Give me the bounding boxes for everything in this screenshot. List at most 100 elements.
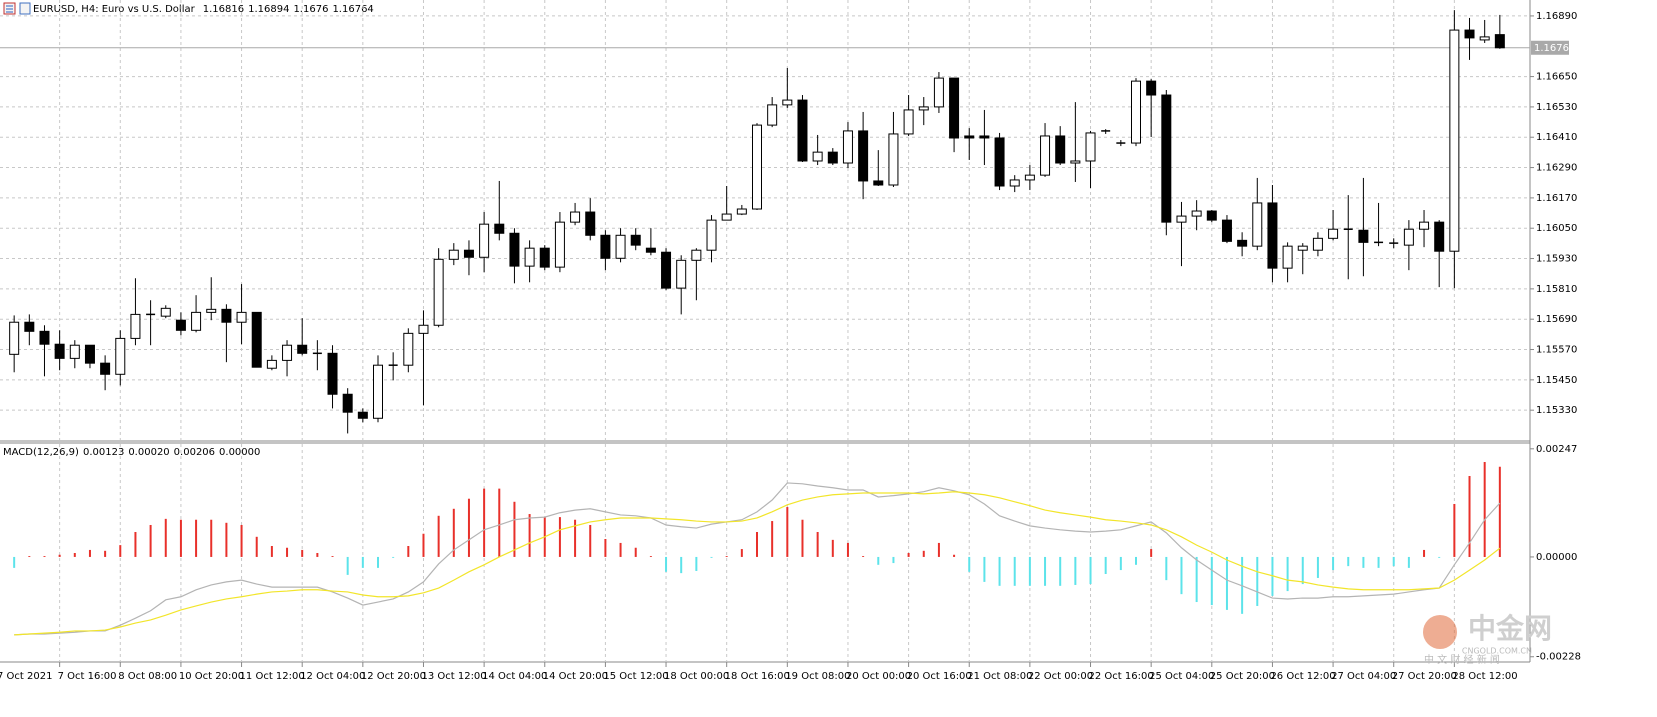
candle-body [463,249,474,258]
x-tick-label: 15 Oct 12:00 [603,671,668,682]
candle-body [888,133,899,186]
candle-body [661,251,672,289]
candle-body [509,232,520,267]
candle-body [1055,135,1066,164]
y-tick-label: 1.16410 [1536,132,1577,143]
candle-body [1267,202,1278,269]
candle-body [1252,202,1263,247]
candle-body [676,259,687,289]
candle-body [1434,221,1445,252]
low-readout: 1.1676 [293,4,328,15]
x-tick-label: 18 Oct 00:00 [664,671,729,682]
candle-body [721,213,732,221]
candle-body [1221,219,1232,242]
candle-body [403,332,414,366]
indicator-readout: 0.00020 [128,447,169,458]
x-tick-label: 8 Oct 08:00 [118,671,177,682]
watermark-brand: 中金网 [1468,612,1552,645]
candle-body [1040,135,1051,176]
x-tick-label: 22 Oct 00:00 [1028,671,1093,682]
watermark-site: CNGOLD.COM.CN [1462,647,1532,656]
y-tick-label: 1.15570 [1536,345,1577,356]
candle-body [994,137,1005,187]
x-tick-label: 11 Oct 12:00 [240,671,305,682]
candle-body [479,223,490,258]
indicator-header: MACD(12,26,9) 0.00123 0.00020 0.00206 0.0000… [3,447,260,458]
y-tick-label: 1.15330 [1536,405,1577,416]
current-price-label: 1.16764 [1534,43,1575,54]
x-tick-label: 10 Oct 20:00 [179,671,244,682]
candle-body [327,352,338,395]
x-tick-label: 19 Oct 08:00 [785,671,850,682]
candle-body [54,343,65,359]
x-tick-label: 12 Oct 04:00 [300,671,365,682]
y-tick-label: 1.15450 [1536,375,1577,386]
candle-body [1419,221,1430,230]
candle-body [175,319,186,331]
candle-body [373,364,383,419]
x-tick-label: 12 Oct 20:00 [361,671,426,682]
candle-body [1009,179,1020,187]
x-tick-label: 21 Oct 08:00 [967,671,1032,682]
x-tick-label: 22 Oct 16:00 [1089,671,1154,682]
candle-body [206,308,217,313]
x-tick-label: 27 Oct 04:00 [1331,671,1396,682]
symbol-icon [3,2,31,15]
x-tick-label: 25 Oct 20:00 [1210,671,1275,682]
candle-body [251,311,262,368]
y-tick-label: 1.15690 [1536,314,1577,325]
candle-body [1070,160,1081,164]
candle-body [903,109,914,135]
candle-body [585,211,596,236]
watermark-slogan: 中 文 财 经 新 闻 [1424,653,1500,666]
candle-body [964,135,975,139]
candle-body [115,337,126,375]
indicator-title: MACD(12,26,9) [3,447,79,458]
candle-body [494,223,505,234]
candle-body [236,311,247,323]
x-tick-label: 25 Oct 04:00 [1149,671,1214,682]
x-tick-label: 20 Oct 16:00 [907,671,972,682]
candle-body [767,104,778,126]
candle-body [782,99,793,106]
candle-body [1312,237,1323,251]
x-tick-label: 27 Oct 20:00 [1392,671,1457,682]
x-tick-label: 26 Oct 12:00 [1270,671,1335,682]
candle-body [827,151,838,164]
candle-body [736,208,747,215]
indicator-readout: 0.00123 [83,447,124,458]
candle-body [1449,29,1460,252]
candle-body [418,324,429,334]
y-tick-label: 0.00000 [1536,552,1577,563]
candle-body [873,180,884,186]
chart-title: EURUSD, H4: Euro vs U.S. Dollar [33,4,196,15]
indicator-readout: 0.00206 [174,447,215,458]
current-price-box [1531,40,1569,55]
y-tick-label: 1.15930 [1536,254,1577,265]
y-tick-label: -0.00228 [1536,652,1581,663]
open-readout: 1.16816 [203,4,244,15]
candle-body [1191,210,1202,217]
candle-body [524,247,535,267]
x-tick-label: 13 Oct 12:00 [421,671,486,682]
candle-body [858,130,869,182]
candle-body [297,344,308,354]
candle-body [630,234,641,246]
x-tick-label: 20 Oct 00:00 [846,671,911,682]
y-tick-label: 1.16650 [1536,72,1577,83]
candle-body [1085,132,1096,162]
candle-body [39,330,50,345]
candle-body [691,249,702,261]
x-tick-label: 14 Oct 20:00 [543,671,608,682]
candle-body [130,313,141,339]
candle-body [645,247,656,253]
x-tick-label: 7 Oct 2021 [0,671,52,682]
candle-body [100,362,111,375]
candle-body [1403,228,1414,246]
indicator-line [14,491,1501,636]
candle-body [918,106,929,111]
x-tick-label: 7 Oct 16:00 [58,671,117,682]
high-readout: 1.16894 [248,4,289,15]
candle-body [1494,34,1505,49]
